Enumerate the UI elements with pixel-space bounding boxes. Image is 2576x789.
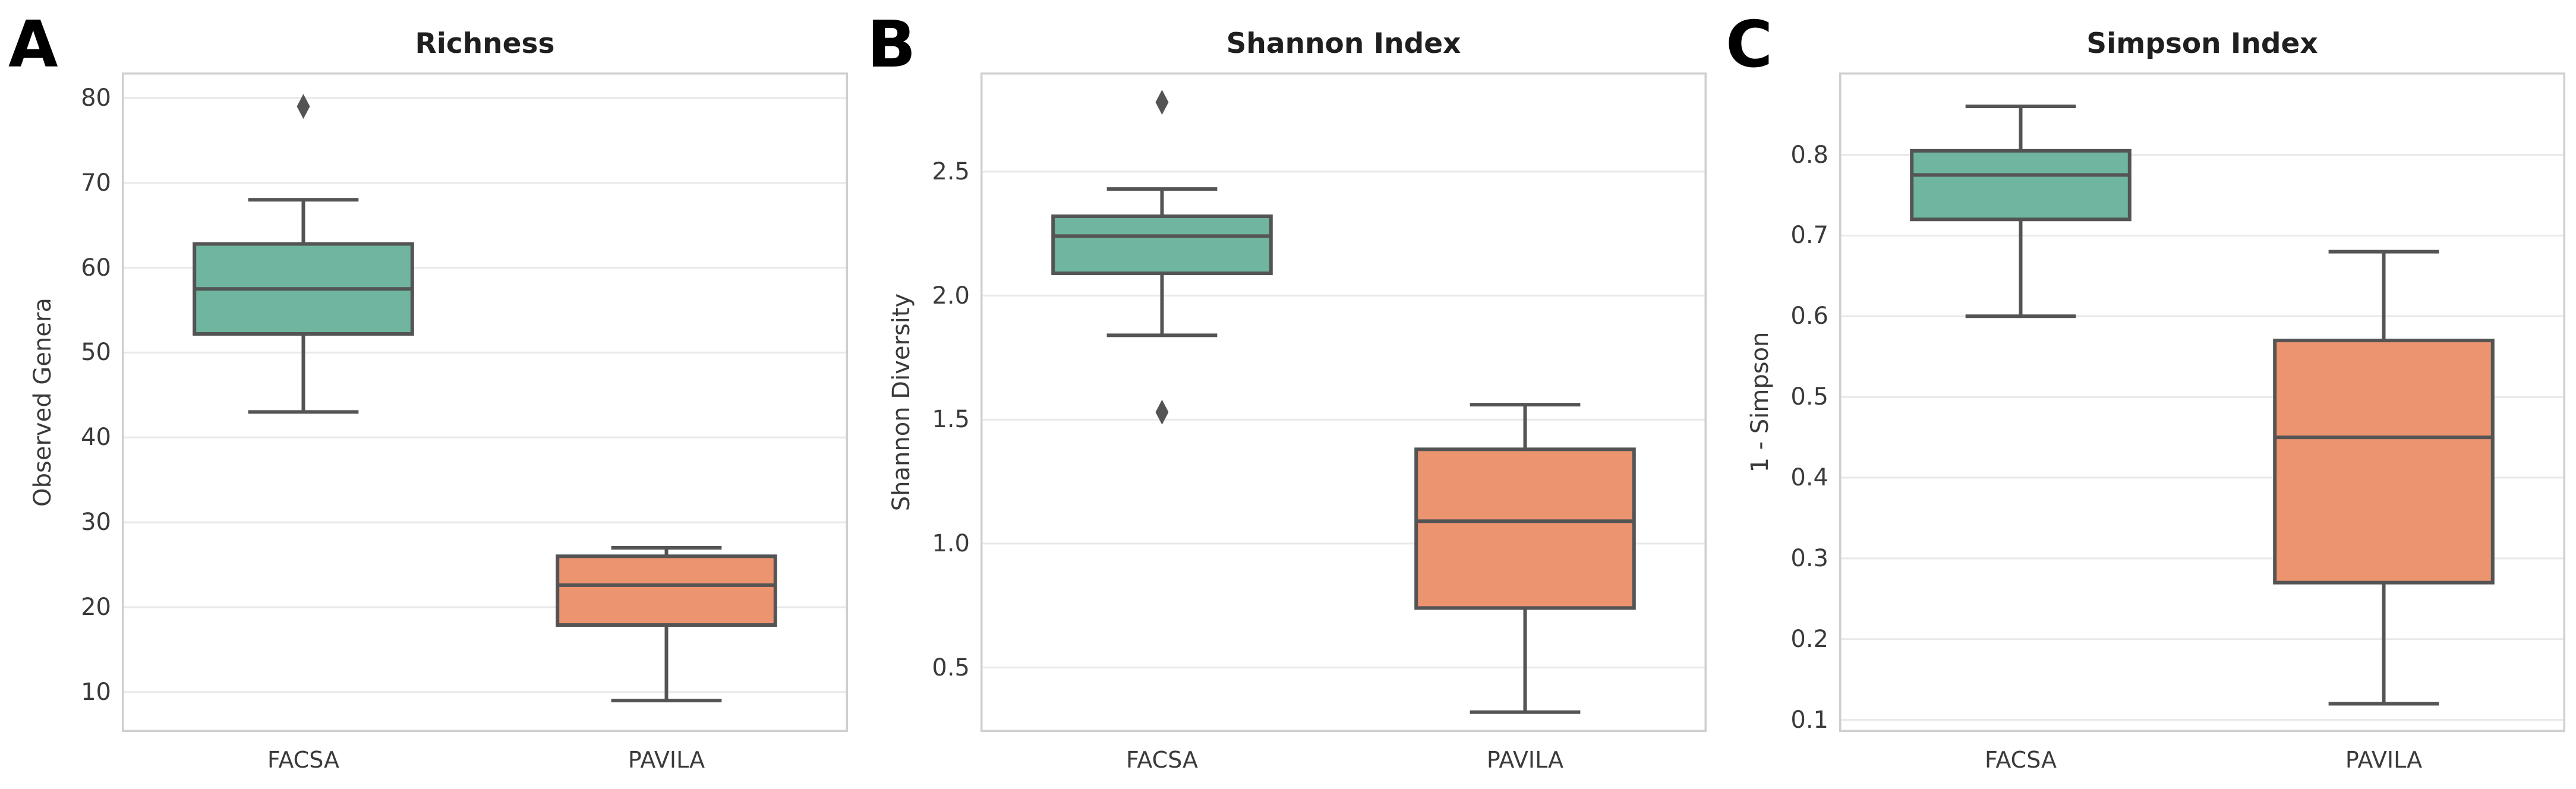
- y-tick-label: 0.5: [932, 654, 970, 681]
- x-tick-label: FACSA: [1125, 747, 1199, 773]
- x-tick-label: PAVILA: [2345, 747, 2423, 773]
- boxplot-canvas: [122, 72, 848, 732]
- y-tick-label: 0.5: [1790, 383, 1828, 411]
- y-tick-label: 10: [81, 678, 111, 706]
- y-tick-label: 2.0: [932, 282, 970, 310]
- y-tick-label: 0.7: [1790, 222, 1828, 250]
- plot-area: [1839, 72, 2565, 732]
- y-tick-label: 70: [81, 169, 111, 197]
- y-tick-label: 1.0: [932, 529, 970, 557]
- y-tick-label: 2.5: [932, 157, 970, 185]
- boxplot-box: [1910, 149, 2132, 222]
- y-tick-label: 80: [81, 84, 111, 112]
- x-tick-label: FACSA: [267, 747, 340, 773]
- y-tick-label: 20: [81, 594, 111, 621]
- plot-frame: [1839, 72, 2565, 732]
- chart-title: Shannon Index: [1226, 27, 1461, 60]
- plot-frame: [980, 72, 1707, 732]
- y-tick-label: 0.4: [1790, 464, 1828, 492]
- y-tick-label: 0.8: [1790, 141, 1828, 169]
- boxplot-box: [556, 554, 777, 627]
- y-tick-label: 0.1: [1790, 706, 1828, 734]
- chart-title: Simpson Index: [2086, 27, 2318, 60]
- outlier-diamond: [1155, 399, 1169, 425]
- plot-frame: [122, 72, 848, 732]
- plot-area: [122, 72, 848, 732]
- y-axis-label: Shannon Diversity: [888, 293, 915, 512]
- y-tick-label: 30: [81, 509, 111, 536]
- panel-letter: B: [867, 8, 916, 82]
- outlier-diamond: [1155, 90, 1169, 115]
- y-tick-label: 0.3: [1790, 544, 1828, 572]
- y-axis-label: Observed Genera: [29, 298, 56, 507]
- boxplot-box: [1414, 447, 1636, 610]
- panel-letter: A: [8, 8, 58, 82]
- y-tick-label: 0.2: [1790, 625, 1828, 653]
- boxplot-canvas: [980, 72, 1707, 732]
- plot-area: [980, 72, 1707, 732]
- panel-letter: C: [1726, 8, 1773, 82]
- panel-richness: A Richness Observed Genera 10 20 30 40 50 60 7…: [0, 0, 859, 789]
- x-tick-label: PAVILA: [1486, 747, 1564, 773]
- panel-shannon: B Shannon Index Shannon Diversity 0.5 1.0…: [859, 0, 1717, 789]
- y-tick-label: 40: [81, 424, 111, 452]
- boxplot-box: [2273, 339, 2495, 585]
- x-tick-label: FACSA: [1984, 747, 2057, 773]
- y-tick-label: 60: [81, 254, 111, 282]
- x-tick-label: PAVILA: [628, 747, 705, 773]
- y-tick-label: 1.5: [932, 406, 970, 434]
- panel-simpson: C Simpson Index 1 - Simpson 0.1 0.2 0.3 0.4…: [1717, 0, 2576, 789]
- y-tick-label: 50: [81, 339, 111, 367]
- chart-title: Richness: [415, 27, 555, 60]
- y-tick-label: 0.6: [1790, 302, 1828, 330]
- boxplot-box: [1051, 214, 1273, 276]
- outlier-diamond: [297, 94, 310, 119]
- boxplot-canvas: [1839, 72, 2565, 732]
